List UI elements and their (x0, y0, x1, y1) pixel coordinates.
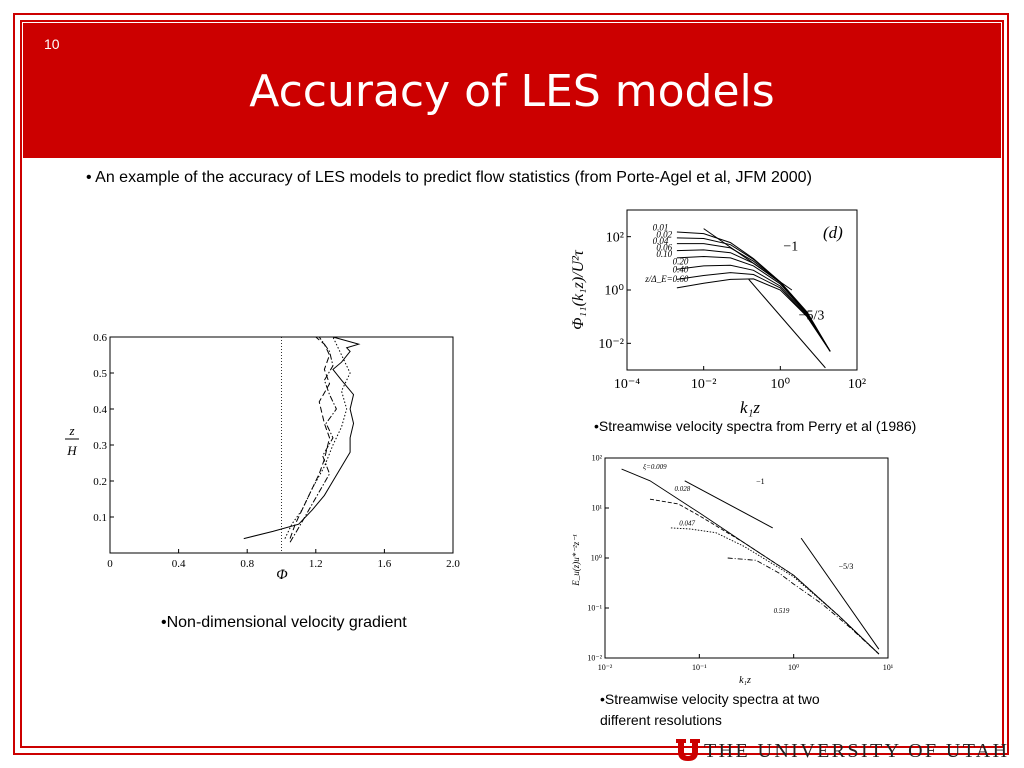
x-axis-label: k₁z (739, 675, 751, 686)
x-tick-label: 2.0 (446, 558, 460, 570)
curve-label: 0.10 (656, 249, 672, 259)
caption-right-bottom-line1: •Streamwise velocity spectra at two (600, 691, 820, 707)
y-tick-label: 10⁰ (591, 554, 602, 563)
curve-label: 0.06 (656, 243, 672, 253)
slope-reference-line (748, 279, 826, 369)
x-tick-label: 10⁻² (598, 663, 613, 672)
x-tick-label: 1.6 (378, 558, 392, 570)
y-axis-label: Φ₁₁(k₁z)/U²τ (570, 249, 587, 330)
curve-label: 0.01 (653, 223, 669, 233)
x-tick-label: 0 (107, 558, 113, 570)
spectrum-line (676, 264, 831, 352)
series-line-dashdot (289, 336, 337, 543)
x-tick-label: 0.8 (240, 558, 254, 570)
series-line-solid (243, 336, 361, 540)
y-tick-label: 10⁰ (604, 284, 624, 299)
x-axis-label: k₁z (740, 398, 760, 417)
spectrum-line (676, 249, 831, 352)
y-tick-label: 10² (592, 454, 603, 463)
les-spectra-chart: 10⁻² 10⁻¹ 10⁰ 10¹ 10² 10¹ 10⁰ 10⁻¹ 10⁻² −1 −5/3 ξ=… (571, 454, 894, 686)
university-name: THE UNIVERSITY OF UTAH (704, 740, 1010, 762)
spectrum-line (676, 231, 831, 352)
curve-label: ξ=0.009 (643, 463, 667, 471)
y-axis-label: E_u(z)u*⁻²z⁻¹ (571, 534, 581, 587)
slope-label: −5/3 (799, 308, 825, 323)
curve-label: z/Δ_E=0.60 (644, 274, 689, 284)
slide-number: 10 (44, 36, 60, 52)
spectrum-line (676, 255, 831, 352)
spectrum-line (649, 498, 880, 655)
intro-bullet: • An example of the accuracy of LES mode… (86, 169, 812, 186)
phi-profile-chart: 0 0.4 0.8 1.2 1.6 2.0 0.1 0.2 0.3 0.4 0.5 0.6 Φ z H (65, 332, 460, 583)
caption-right-top: •Streamwise velocity spectra from Perry … (594, 418, 917, 434)
x-tick-label: 10⁰ (788, 663, 799, 672)
caption-left: •Non-dimensional velocity gradient (161, 614, 407, 631)
y-tick-label: 10⁻² (587, 654, 602, 663)
slope-reference-line (684, 480, 773, 529)
series-line-dotted (284, 336, 351, 539)
y-axis-label-denominator: H (66, 443, 77, 458)
y-tick-label: 0.5 (93, 368, 107, 380)
x-tick-label: 10⁻⁴ (614, 377, 640, 392)
x-tick-label: 1.2 (309, 558, 323, 570)
slide-frame-inner (20, 20, 1004, 748)
university-u-logo-icon (676, 739, 700, 761)
x-tick-label: 0.4 (172, 558, 186, 570)
spectrum-line (727, 557, 880, 655)
slide-title: Accuracy of LES models (249, 66, 775, 117)
plot-frame (604, 457, 889, 659)
panel-label: (d) (823, 223, 843, 242)
spectrum-line (670, 527, 880, 655)
slope-label: −1 (756, 477, 765, 486)
y-tick-label: 0.4 (93, 404, 107, 416)
curve-label: 0.04 (653, 236, 669, 246)
y-tick-label: 10⁻² (598, 337, 624, 352)
x-tick-label: 10⁰ (771, 377, 791, 392)
y-tick-label: 0.1 (93, 512, 107, 524)
curve-label: 0.02 (656, 229, 672, 239)
slope-reference-line (703, 228, 793, 291)
y-tick-label: 0.2 (93, 476, 107, 488)
y-tick-label: 0.3 (93, 440, 107, 452)
y-tick-label: 10² (606, 230, 624, 245)
x-tick-label: 10¹ (883, 663, 894, 672)
y-axis-label-numerator: z (68, 423, 74, 438)
curve-label: 0.519 (774, 607, 790, 615)
y-tick-label: 0.6 (93, 332, 107, 344)
title-banner (23, 23, 1001, 158)
slope-reference-line (800, 537, 880, 650)
slope-label: −1 (783, 240, 798, 255)
spectrum-line (676, 278, 831, 352)
curve-label: 0.028 (674, 485, 690, 493)
series-line-dashed (289, 336, 331, 539)
x-tick-label: 10² (848, 377, 866, 392)
x-tick-label: 10⁻¹ (692, 663, 707, 672)
caption-right-bottom-line2: different resolutions (600, 712, 722, 728)
curve-label: 0.20 (673, 257, 689, 267)
slide-frame-outer (13, 13, 1009, 755)
y-tick-label: 10⁻¹ (587, 604, 602, 613)
curve-label: 0.40 (673, 265, 689, 275)
x-axis-label: Φ (276, 567, 288, 583)
x-tick-label: 10⁻² (691, 377, 717, 392)
y-tick-label: 10¹ (592, 504, 603, 513)
curve-label: 0.047 (679, 519, 695, 527)
spectrum-line (676, 237, 831, 352)
slope-label: −5/3 (839, 562, 854, 571)
